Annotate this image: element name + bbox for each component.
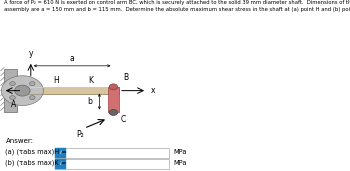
FancyBboxPatch shape (55, 159, 169, 169)
Text: K: K (89, 76, 93, 85)
Circle shape (29, 82, 35, 86)
Text: MPa: MPa (174, 149, 187, 155)
Text: C: C (120, 115, 126, 124)
Text: A: A (11, 100, 17, 109)
Text: (a) (τabs max)H =: (a) (τabs max)H = (6, 149, 67, 155)
FancyBboxPatch shape (55, 159, 66, 169)
Circle shape (10, 82, 15, 86)
Text: Answer:: Answer: (6, 138, 34, 144)
FancyBboxPatch shape (55, 148, 66, 158)
Circle shape (29, 96, 35, 100)
Text: y: y (29, 49, 33, 58)
Text: i: i (60, 150, 61, 155)
Text: x: x (151, 86, 156, 95)
Text: b: b (88, 97, 92, 106)
Text: B: B (123, 73, 128, 82)
Text: a: a (69, 54, 74, 63)
Text: H: H (53, 76, 59, 85)
Text: A force of P₂ = 610 N is exerted on control arm BC, which is securely attached t: A force of P₂ = 610 N is exerted on cont… (4, 0, 350, 12)
Text: i: i (60, 161, 61, 166)
FancyBboxPatch shape (55, 148, 169, 158)
Polygon shape (4, 69, 17, 113)
Circle shape (109, 84, 118, 90)
Circle shape (10, 96, 15, 100)
Text: (b) (τabs max)K =: (b) (τabs max)K = (6, 160, 67, 166)
Circle shape (1, 76, 43, 106)
Circle shape (15, 85, 30, 96)
Circle shape (109, 109, 118, 115)
Text: P₂: P₂ (76, 130, 84, 139)
Polygon shape (22, 87, 119, 94)
Polygon shape (108, 87, 119, 113)
Text: MPa: MPa (174, 160, 187, 166)
